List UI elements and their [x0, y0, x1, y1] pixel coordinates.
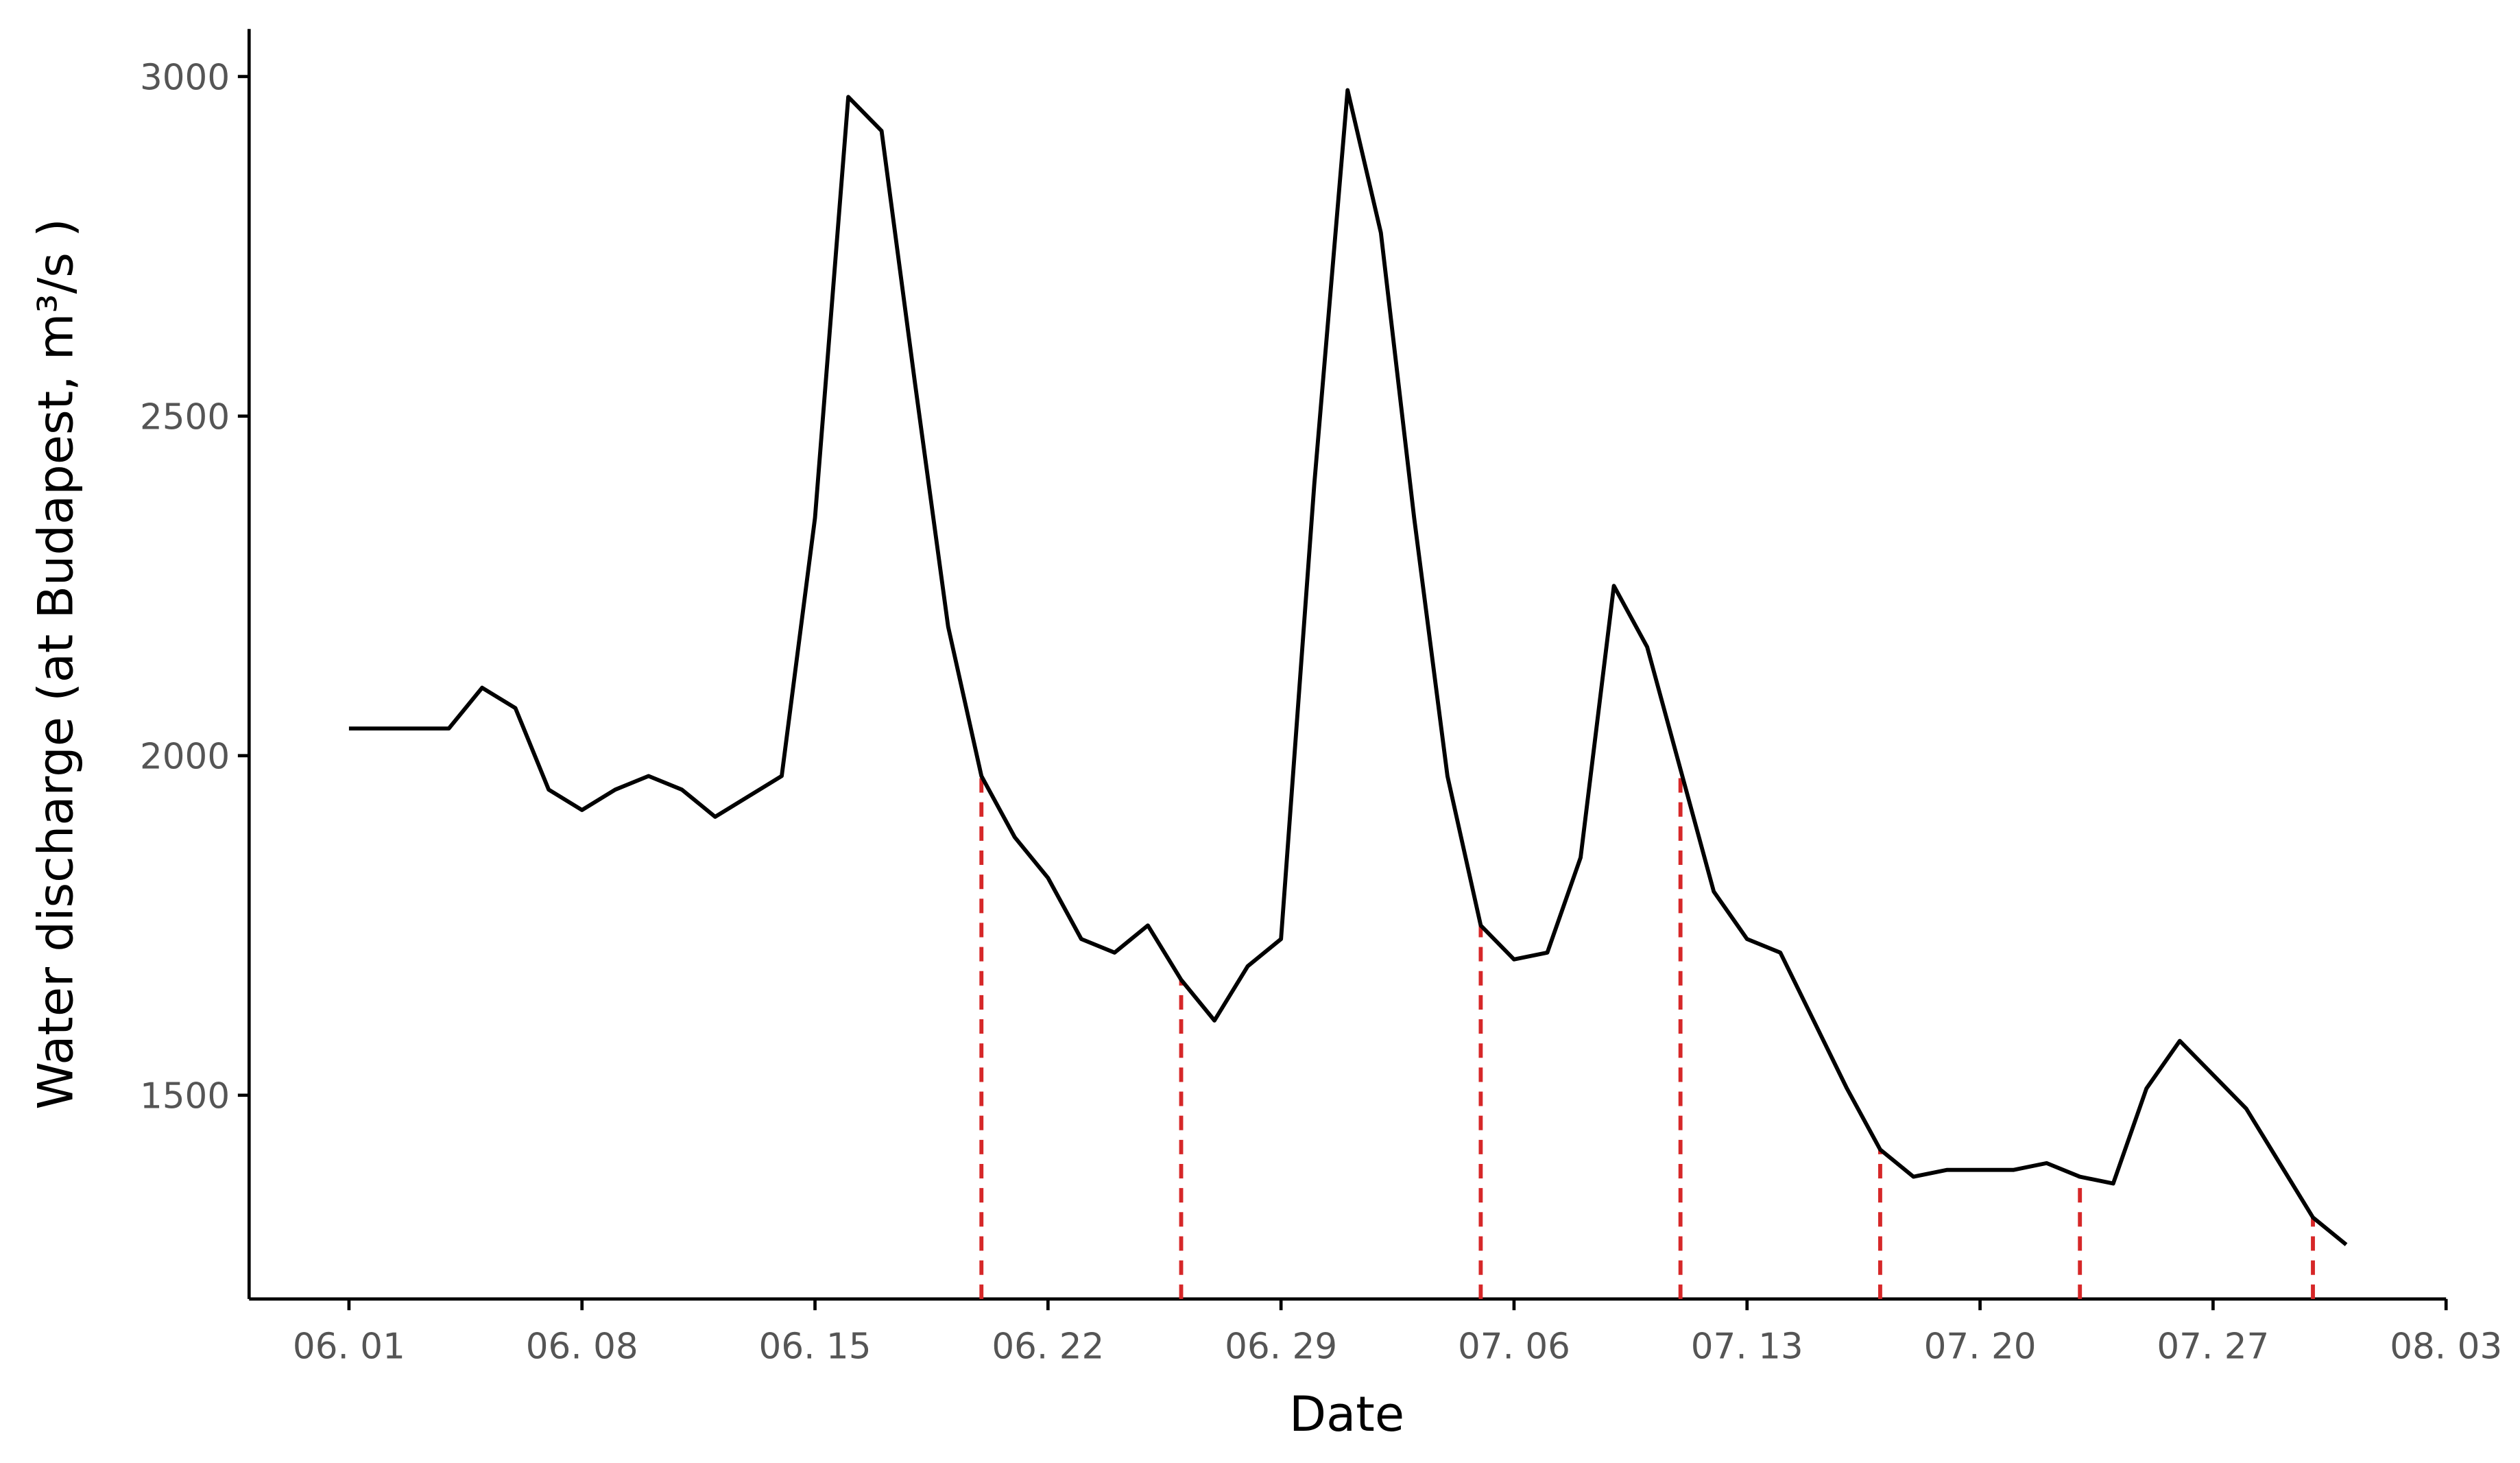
x-tick-label: 07. 13 [1691, 1327, 1803, 1368]
x-tick-label: 06. 29 [1225, 1327, 1337, 1368]
x-tick-label: 06. 01 [293, 1327, 405, 1368]
x-tick-label: 07. 06 [1458, 1327, 1570, 1368]
x-tick-label: 06. 22 [992, 1327, 1104, 1368]
y-tick-label: 3000 [140, 57, 230, 98]
x-tick-label: 08. 03 [2390, 1327, 2502, 1368]
y-tick-label: 1500 [140, 1076, 230, 1117]
y-tick-label: 2000 [140, 736, 230, 777]
x-tick-label: 07. 27 [2157, 1327, 2269, 1368]
y-tick-label: 2500 [140, 396, 230, 438]
x-tick-label: 06. 15 [759, 1327, 872, 1368]
x-axis-label: Date [1289, 1386, 1404, 1442]
x-tick-label: 07. 20 [1924, 1327, 2037, 1368]
data-line [348, 88, 2348, 1246]
x-tick-label: 06. 08 [526, 1327, 638, 1368]
y-axis-label: Water discharge (at Budapest, m³/s ) [27, 218, 84, 1109]
